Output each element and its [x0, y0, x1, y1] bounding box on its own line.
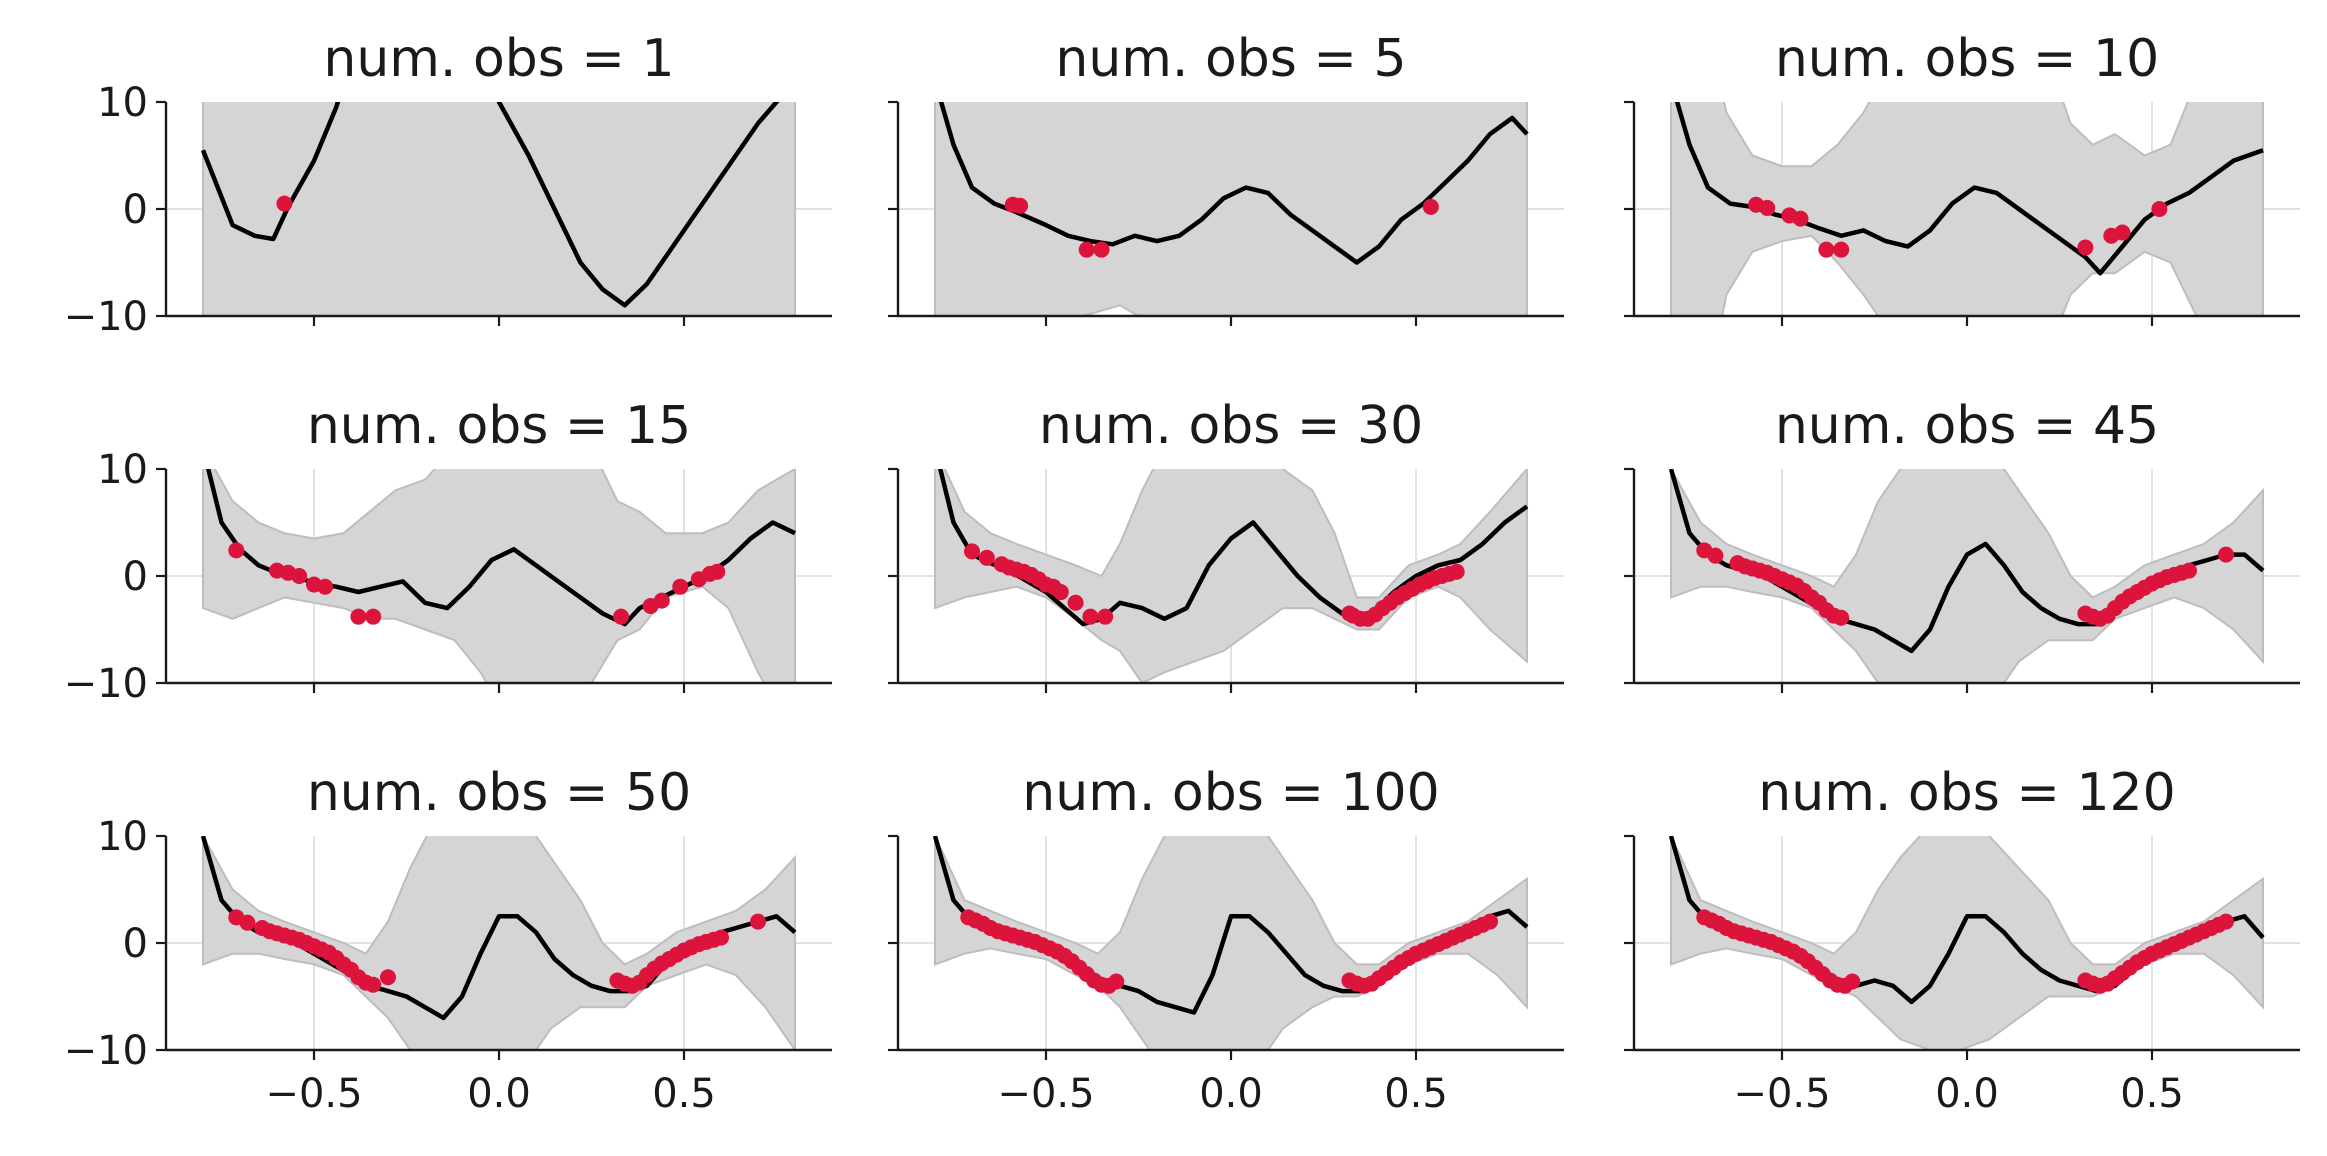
- observation-point: [978, 549, 995, 566]
- observation-point: [1448, 563, 1465, 580]
- observation-point: [2218, 913, 2234, 930]
- subplot-6: num. obs = 45: [1624, 396, 2300, 693]
- y-tick-label: −10: [64, 661, 148, 707]
- uncertainty-band: [1670, 836, 2264, 1050]
- plot-area: [934, 469, 1529, 683]
- y-tick-label: −10: [64, 1028, 148, 1074]
- observation-point: [1093, 241, 1110, 258]
- plot-area: [932, 836, 1529, 1050]
- x-tick-label: 0.0: [1199, 1071, 1263, 1117]
- subplot-title: num. obs = 120: [1758, 763, 2175, 823]
- plot-area: [1668, 469, 2265, 683]
- observation-point: [291, 568, 308, 584]
- plot-area: [934, 102, 1529, 316]
- x-tick-label: −0.5: [1733, 1071, 1830, 1117]
- observation-point: [1833, 609, 1850, 626]
- observation-point: [2077, 239, 2094, 256]
- subplot-title: num. obs = 1: [323, 29, 674, 89]
- y-tick-label: 10: [97, 447, 148, 493]
- plot-area: [1670, 102, 2264, 316]
- subplot-title: num. obs = 30: [1039, 396, 1423, 456]
- uncertainty-band: [1670, 469, 2264, 683]
- observation-point: [365, 976, 382, 993]
- x-tick-label: 0.0: [1935, 1071, 1999, 1117]
- observation-point: [276, 195, 293, 212]
- subplot-title: num. obs = 15: [307, 396, 691, 456]
- observation-point: [653, 592, 670, 609]
- y-tick-label: −10: [64, 294, 148, 340]
- observation-point: [2181, 562, 2197, 579]
- observation-point: [750, 913, 766, 930]
- mean-line: [200, 102, 780, 308]
- y-tick-label: 10: [97, 814, 148, 860]
- observation-point: [350, 608, 367, 625]
- uncertainty-band: [202, 836, 796, 1050]
- observation-point: [1818, 241, 1835, 258]
- uncertainty-band: [934, 836, 1528, 1050]
- observation-point: [2114, 224, 2131, 241]
- observation-point: [317, 578, 334, 595]
- subplot-1: −10 0 10 num. obs = 1: [64, 29, 832, 340]
- observation-point: [365, 608, 382, 625]
- observation-point: [1012, 197, 1029, 214]
- y-tick-label: 0: [123, 554, 148, 600]
- observation-point: [1759, 199, 1776, 216]
- subplot-title: num. obs = 10: [1775, 29, 2159, 89]
- mean-line: [938, 102, 1529, 265]
- x-tick-label: 0.0: [467, 1071, 531, 1117]
- x-tick-label: 0.5: [652, 1071, 716, 1117]
- subplot-title: num. obs = 100: [1022, 763, 1439, 823]
- observation-point: [1108, 973, 1125, 990]
- observation-point: [1482, 913, 1498, 930]
- observation-point: [1844, 973, 1861, 990]
- observation-point: [1422, 198, 1439, 215]
- x-tick-label: −0.5: [265, 1071, 362, 1117]
- observation-point: [239, 914, 256, 931]
- subplot-8: −0.5 0.0 0.5 num. obs = 100: [888, 763, 1564, 1117]
- uncertainty-band: [1670, 102, 2264, 316]
- observation-point: [1097, 608, 1114, 625]
- subplot-title: num. obs = 50: [307, 763, 691, 823]
- observation-point: [1082, 608, 1099, 625]
- observation-point: [1707, 547, 1724, 564]
- observation-point: [380, 969, 396, 986]
- observation-point: [1052, 584, 1069, 601]
- observation-point: [1067, 594, 1084, 611]
- y-tick-label: 10: [97, 80, 148, 126]
- uncertainty-band: [934, 469, 1528, 683]
- plot-area: [202, 469, 796, 683]
- uncertainty-band: [202, 469, 796, 683]
- observation-point: [1833, 241, 1850, 258]
- subplot-7: −10 0 10 −0.5 0.0 0.5 num. obs = 50: [64, 763, 832, 1117]
- observation-point: [964, 543, 980, 560]
- observation-point: [709, 563, 726, 580]
- x-tick-label: 0.5: [1384, 1071, 1448, 1117]
- observation-point: [1792, 210, 1809, 227]
- subplot-title: num. obs = 45: [1775, 396, 2159, 456]
- plot-area: [200, 836, 797, 1050]
- observation-point: [228, 542, 245, 559]
- observation-point: [1078, 241, 1095, 258]
- x-tick-label: −0.5: [997, 1071, 1094, 1117]
- subplot-3: num. obs = 10: [1624, 29, 2300, 326]
- subplot-2: num. obs = 5: [888, 29, 1564, 326]
- subplot-9: −0.5 0.0 0.5 num. obs = 120: [1624, 763, 2300, 1117]
- subplot-title: num. obs = 5: [1055, 29, 1406, 89]
- observation-point: [713, 929, 729, 946]
- observation-point: [2151, 201, 2168, 217]
- plot-area: [1668, 836, 2265, 1050]
- y-tick-label: 0: [123, 187, 148, 233]
- observation-point: [613, 608, 630, 625]
- uncertainty-band: [934, 102, 1528, 316]
- subplot-5: num. obs = 30: [888, 396, 1564, 693]
- subplot-4: −10 0 10 num. obs = 15: [64, 396, 832, 707]
- y-tick-label: 0: [123, 921, 148, 967]
- observation-point: [2218, 546, 2234, 563]
- x-tick-label: 0.5: [2120, 1071, 2184, 1117]
- observation-point: [672, 578, 689, 595]
